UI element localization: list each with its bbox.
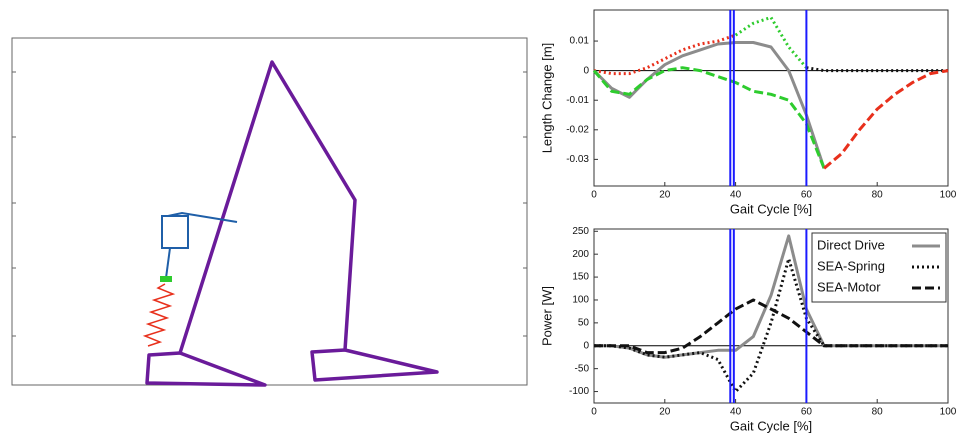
x-tick-label: 80 — [872, 407, 884, 418]
y-tick-label: 50 — [578, 318, 590, 329]
legend-label: SEA-Spring — [817, 258, 885, 273]
x-tick-label: 100 — [940, 190, 956, 201]
x-tick-label: 60 — [801, 407, 813, 418]
leg-foot — [145, 351, 267, 387]
series-line — [806, 66, 948, 73]
x-tick-label: 100 — [940, 407, 956, 418]
y-axis-label: Length Change [m] — [539, 43, 554, 154]
plot-frame — [593, 9, 949, 187]
series-line — [594, 257, 948, 394]
actuator-joint — [160, 276, 172, 282]
x-tick-label: 60 — [801, 190, 813, 201]
x-axis-label: Gait Cycle [%] — [730, 201, 812, 216]
x-tick-label: 40 — [730, 190, 742, 201]
y-tick-label: -0.03 — [566, 154, 589, 165]
leg-diagram — [11, 37, 528, 387]
spring — [142, 283, 176, 347]
x-tick-label: 0 — [591, 407, 597, 418]
x-tick-label: 20 — [659, 407, 671, 418]
legend-label: Direct Drive — [817, 237, 885, 252]
y-tick-label: -50 — [575, 363, 590, 374]
leg-shank — [178, 60, 439, 382]
diagram-ticks — [12, 71, 527, 337]
x-tick-label: 20 — [659, 190, 671, 201]
x-tick-label: 40 — [730, 407, 742, 418]
actuator-body — [161, 215, 189, 249]
y-tick-label: 100 — [572, 295, 589, 306]
series-line — [592, 41, 826, 169]
legend: Direct Drive SEA-Spring SEA-Motor — [811, 232, 947, 303]
y-tick-label: -0.01 — [566, 95, 589, 106]
x-axis-label: Gait Cycle [%] — [730, 418, 812, 433]
y-tick-label: 150 — [572, 272, 589, 283]
series-line — [594, 298, 948, 355]
y-tick-label: -100 — [569, 386, 589, 397]
y-tick-label: 0.01 — [570, 36, 590, 47]
y-tick-label: 200 — [572, 249, 589, 260]
diagram-frame — [11, 37, 528, 386]
actuator-rod — [165, 247, 171, 279]
legend-label: SEA-Motor — [817, 279, 881, 294]
series-line — [823, 69, 949, 170]
series-line — [592, 66, 826, 169]
y-tick-label: -0.02 — [566, 124, 589, 135]
y-tick-label: 250 — [572, 226, 589, 237]
x-tick-label: 0 — [591, 190, 597, 201]
actuator-arm — [167, 211, 238, 223]
y-axis-label: Power [W] — [539, 286, 554, 346]
x-tick-label: 80 — [872, 190, 884, 201]
y-tick-label: 0 — [583, 65, 589, 76]
y-tick-label: 0 — [583, 340, 589, 351]
